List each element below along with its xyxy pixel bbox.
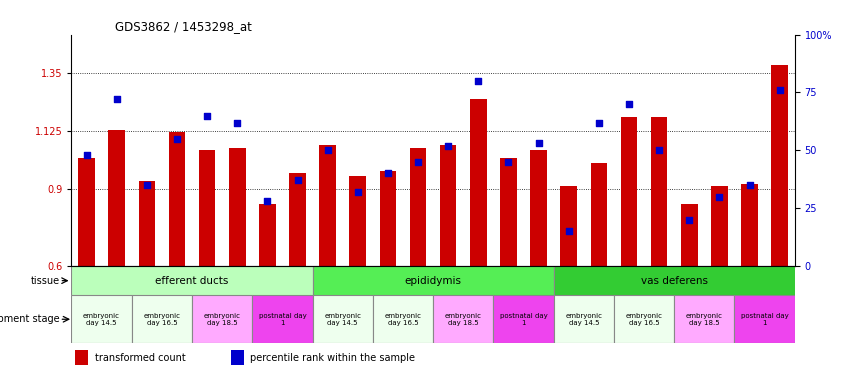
Text: embryonic
day 16.5: embryonic day 16.5 bbox=[144, 313, 180, 326]
Bar bbox=[711, 186, 727, 266]
Bar bbox=[75, 351, 88, 365]
Point bbox=[321, 147, 335, 153]
Bar bbox=[500, 158, 516, 266]
Point bbox=[743, 182, 756, 188]
Point bbox=[200, 113, 214, 119]
Bar bbox=[373, 295, 433, 343]
Bar bbox=[230, 351, 244, 365]
Bar bbox=[433, 295, 494, 343]
Bar bbox=[531, 150, 547, 266]
Point bbox=[291, 177, 304, 184]
Bar bbox=[614, 295, 674, 343]
Text: GDS3862 / 1453298_at: GDS3862 / 1453298_at bbox=[115, 20, 251, 33]
Bar bbox=[71, 266, 313, 295]
Bar bbox=[651, 117, 668, 266]
Text: transformed count: transformed count bbox=[95, 353, 185, 363]
Bar bbox=[108, 130, 125, 266]
Bar bbox=[78, 158, 95, 266]
Point bbox=[502, 159, 516, 165]
Bar bbox=[132, 295, 192, 343]
Bar bbox=[470, 99, 487, 266]
Bar bbox=[252, 295, 313, 343]
Point bbox=[110, 96, 124, 103]
Bar bbox=[674, 295, 734, 343]
Bar bbox=[379, 171, 396, 266]
Text: postnatal day
1: postnatal day 1 bbox=[741, 313, 789, 326]
Point bbox=[532, 140, 545, 146]
Bar bbox=[621, 117, 637, 266]
Text: embryonic
day 16.5: embryonic day 16.5 bbox=[384, 313, 421, 326]
Bar bbox=[350, 176, 366, 266]
Text: embryonic
day 18.5: embryonic day 18.5 bbox=[686, 313, 722, 326]
Bar bbox=[198, 150, 215, 266]
Bar bbox=[553, 266, 795, 295]
Bar bbox=[494, 295, 553, 343]
Text: development stage: development stage bbox=[0, 314, 60, 324]
Point bbox=[773, 87, 786, 93]
Point bbox=[381, 170, 394, 177]
Bar bbox=[320, 145, 336, 266]
Point bbox=[472, 78, 485, 84]
Point bbox=[653, 147, 666, 153]
Point bbox=[351, 189, 364, 195]
Text: percentile rank within the sample: percentile rank within the sample bbox=[250, 353, 415, 363]
Bar bbox=[410, 148, 426, 266]
Bar bbox=[553, 295, 614, 343]
Point bbox=[562, 228, 575, 234]
Bar bbox=[590, 163, 607, 266]
Bar bbox=[681, 204, 697, 266]
Text: embryonic
day 18.5: embryonic day 18.5 bbox=[204, 313, 241, 326]
Bar bbox=[313, 266, 553, 295]
Text: tissue: tissue bbox=[30, 276, 60, 286]
Text: embryonic
day 14.5: embryonic day 14.5 bbox=[325, 313, 361, 326]
Text: vas deferens: vas deferens bbox=[641, 276, 708, 286]
Point bbox=[140, 182, 154, 188]
Text: embryonic
day 14.5: embryonic day 14.5 bbox=[83, 313, 120, 326]
Text: postnatal day
1: postnatal day 1 bbox=[258, 313, 306, 326]
Point bbox=[683, 217, 696, 223]
Bar bbox=[560, 186, 577, 266]
Bar bbox=[139, 181, 155, 266]
Text: efferent ducts: efferent ducts bbox=[156, 276, 229, 286]
Point bbox=[442, 142, 455, 149]
Bar bbox=[734, 295, 795, 343]
Text: embryonic
day 14.5: embryonic day 14.5 bbox=[565, 313, 602, 326]
Bar bbox=[289, 174, 306, 266]
Point bbox=[230, 119, 244, 126]
Bar bbox=[313, 295, 373, 343]
Point bbox=[712, 194, 726, 200]
Point bbox=[170, 136, 183, 142]
Bar bbox=[259, 204, 276, 266]
Text: embryonic
day 18.5: embryonic day 18.5 bbox=[445, 313, 482, 326]
Bar bbox=[192, 295, 252, 343]
Bar bbox=[771, 65, 788, 266]
Point bbox=[261, 198, 274, 204]
Text: embryonic
day 16.5: embryonic day 16.5 bbox=[626, 313, 663, 326]
Text: epididymis: epididymis bbox=[405, 276, 462, 286]
Point bbox=[411, 159, 425, 165]
Text: postnatal day
1: postnatal day 1 bbox=[500, 313, 547, 326]
Bar bbox=[71, 295, 132, 343]
Point bbox=[592, 119, 606, 126]
Bar bbox=[169, 132, 185, 266]
Point bbox=[622, 101, 636, 107]
Bar bbox=[440, 145, 457, 266]
Bar bbox=[229, 148, 246, 266]
Bar bbox=[741, 184, 758, 266]
Point bbox=[80, 152, 93, 158]
